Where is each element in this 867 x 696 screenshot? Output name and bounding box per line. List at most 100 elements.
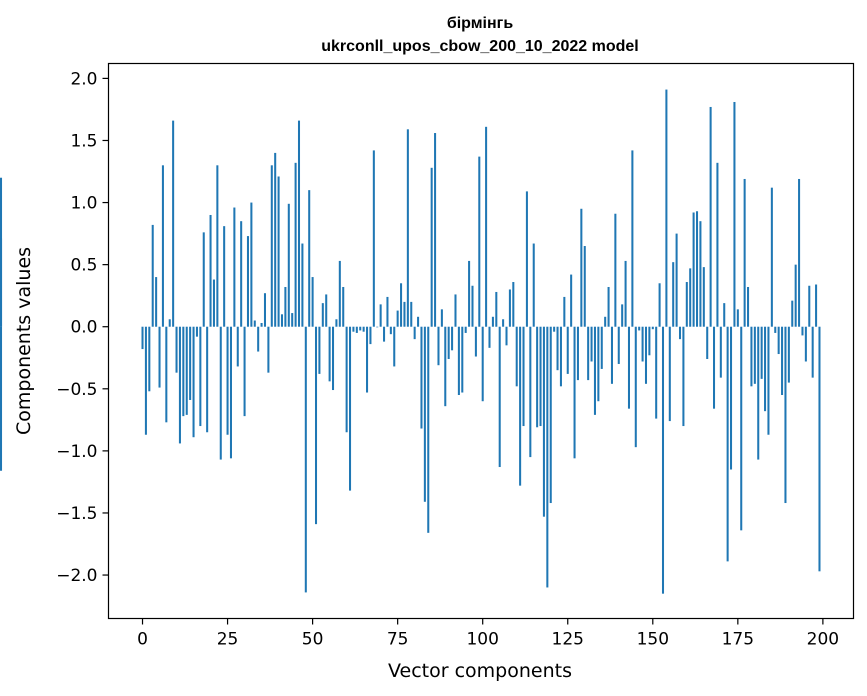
bar-component-173 xyxy=(730,326,733,470)
bar-component-10 xyxy=(175,326,178,373)
bar-component-63 xyxy=(355,326,358,333)
bar-component-168 xyxy=(713,326,716,409)
bar-component-69 xyxy=(376,326,379,328)
bar-component-88 xyxy=(440,309,443,327)
bar-component-137 xyxy=(607,286,610,327)
bar-component-31 xyxy=(246,236,249,327)
bar-component-182 xyxy=(760,326,763,379)
bar-component-6 xyxy=(161,165,164,327)
bar-component-96 xyxy=(468,260,471,327)
bar-component-46 xyxy=(297,120,301,327)
bar-component-110 xyxy=(515,326,518,387)
bar-component-195 xyxy=(804,326,807,362)
bar-component-44 xyxy=(291,313,294,327)
bar-component-162 xyxy=(692,212,695,327)
bar-component-52 xyxy=(318,326,321,374)
bar-component-132 xyxy=(590,326,593,362)
bar-component-85 xyxy=(430,167,433,327)
bar-component-134 xyxy=(597,326,600,402)
bar-component-149 xyxy=(648,326,651,356)
bar-component-87 xyxy=(437,326,440,366)
bar-component-193 xyxy=(798,178,801,327)
y-tick-label: 2.0 xyxy=(70,69,97,89)
bar-component-105 xyxy=(498,326,501,468)
bar-component-100 xyxy=(481,326,484,402)
bar-component-190 xyxy=(787,326,790,383)
bar-component-158 xyxy=(678,326,682,340)
bar-component-0 xyxy=(141,326,144,350)
bar-component-32 xyxy=(250,202,253,327)
bar-component-186 xyxy=(774,326,777,333)
bar-component-114 xyxy=(529,326,532,458)
bar-component-183 xyxy=(764,326,767,412)
bar-component-160 xyxy=(685,282,688,327)
bar-component-74 xyxy=(393,326,396,367)
bar-component-141 xyxy=(621,304,624,327)
bar-component-128 xyxy=(576,326,579,381)
bar-component-178 xyxy=(747,286,750,327)
bar-component-179 xyxy=(750,326,753,387)
bar-component-135 xyxy=(600,326,603,369)
bar-component-188 xyxy=(781,326,784,396)
bar-component-140 xyxy=(617,326,620,364)
x-tick-label: 175 xyxy=(722,630,754,650)
bar-component-undefined xyxy=(0,238,3,327)
bar-component-86 xyxy=(434,133,437,327)
bar-component-197 xyxy=(811,326,814,378)
bar-component-39 xyxy=(274,152,277,327)
bar-component-174 xyxy=(733,101,736,327)
bar-component-42 xyxy=(284,286,287,327)
bar-component-70 xyxy=(379,304,382,327)
bar-component-17 xyxy=(199,326,202,427)
bar-component-113 xyxy=(525,191,528,327)
bar-component-3 xyxy=(151,224,154,327)
bar-component-undefined xyxy=(0,326,3,471)
y-tick-label: −1.5 xyxy=(56,504,97,524)
bar-component-28 xyxy=(236,326,239,367)
bar-component-54 xyxy=(325,294,328,327)
y-tick-label: −2.0 xyxy=(56,566,97,586)
bar-component-53 xyxy=(321,303,324,327)
bar-component-152 xyxy=(658,283,661,327)
bar-component-37 xyxy=(267,326,270,373)
x-axis-label: Vector components xyxy=(388,660,572,682)
bar-component-65 xyxy=(362,326,365,332)
y-axis: −2.0 −1.5 −1.0 −0.5 0.0 0.5 1.0 1.5 2.0 xyxy=(56,69,109,586)
y-tick-label: 1.5 xyxy=(70,131,97,151)
bar-component-94 xyxy=(461,326,464,393)
bar-component-180 xyxy=(753,326,756,384)
bar-component-75 xyxy=(396,310,399,327)
bar-component-172 xyxy=(726,326,729,562)
bar-component-165 xyxy=(702,267,705,327)
y-tick-label: −1.0 xyxy=(56,442,97,462)
bar-component-23 xyxy=(219,326,222,460)
bar-component-24 xyxy=(223,226,226,327)
bar-component-21 xyxy=(212,279,215,327)
bar-component-9 xyxy=(172,120,175,327)
bar-component-16 xyxy=(195,326,198,337)
bar-component-71 xyxy=(383,326,386,342)
bar-component-184 xyxy=(767,326,770,435)
bar-component-109 xyxy=(512,282,515,327)
bar-component-196 xyxy=(808,285,811,327)
bar-component-112 xyxy=(522,326,525,427)
bar-component-43 xyxy=(287,203,290,327)
bar-component-97 xyxy=(471,285,474,327)
chart-subtitle: ukrconll_upos_cbow_200_10_2022 model xyxy=(321,38,638,55)
bar-component-101 xyxy=(485,126,488,327)
bar-component-167 xyxy=(709,106,712,327)
bar-component-99 xyxy=(478,156,481,327)
bar-component-19 xyxy=(206,326,209,433)
x-axis: 0 25 50 75 100 125 150 175 200 xyxy=(137,618,839,650)
bar-component-93 xyxy=(457,326,460,396)
bar-component-76 xyxy=(400,283,403,327)
bar-component-115 xyxy=(532,243,535,327)
bar-component-139 xyxy=(614,213,617,327)
bar-component-161 xyxy=(689,268,692,327)
bar-component-18 xyxy=(202,232,205,327)
bar-component-48 xyxy=(304,326,307,593)
bar-component-117 xyxy=(539,326,542,427)
bar-component-123 xyxy=(559,326,562,387)
bar-component-159 xyxy=(682,326,685,427)
